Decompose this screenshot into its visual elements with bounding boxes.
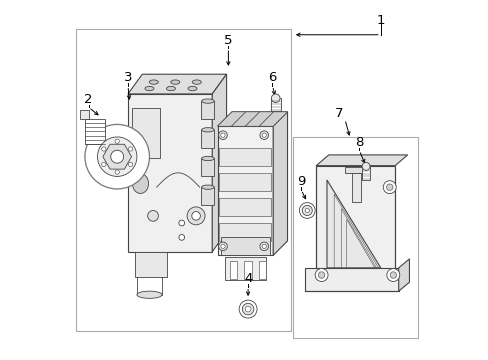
Bar [258,261,265,279]
Circle shape [102,147,106,151]
Bar [230,261,237,279]
Bar [219,148,271,166]
Circle shape [110,150,123,163]
Bar [201,130,214,148]
Polygon shape [231,112,259,126]
Bar [217,126,273,255]
Ellipse shape [201,99,214,103]
Ellipse shape [144,86,154,91]
Circle shape [128,162,132,167]
Circle shape [244,306,250,312]
Circle shape [386,269,399,282]
Circle shape [389,272,396,278]
Text: 8: 8 [354,136,363,149]
Circle shape [260,242,268,251]
Bar [244,261,251,279]
Ellipse shape [170,80,180,84]
Circle shape [187,207,204,225]
Ellipse shape [149,80,158,84]
Polygon shape [398,259,408,291]
Circle shape [221,244,224,248]
Polygon shape [326,180,380,268]
Text: 3: 3 [123,71,132,84]
Bar [270,98,280,111]
Circle shape [242,303,253,315]
Circle shape [383,181,395,194]
Ellipse shape [187,86,197,91]
Bar [76,30,290,330]
Text: 4: 4 [244,272,252,285]
Circle shape [262,133,266,137]
Bar [305,268,398,291]
Circle shape [299,203,314,219]
Bar [224,257,265,280]
Polygon shape [212,74,226,252]
Circle shape [179,234,184,240]
Circle shape [221,133,224,137]
Bar [351,173,360,202]
Ellipse shape [137,291,162,298]
Bar [128,94,212,252]
Text: 7: 7 [335,107,343,120]
Circle shape [302,206,312,216]
Circle shape [218,131,227,139]
Text: 6: 6 [268,71,276,84]
Circle shape [314,269,327,282]
Bar [292,137,418,338]
Circle shape [386,184,392,190]
Circle shape [85,125,149,189]
Polygon shape [259,112,287,126]
Polygon shape [217,112,287,126]
Ellipse shape [201,185,214,189]
Bar [221,237,269,255]
Circle shape [271,94,280,103]
Bar [85,119,104,144]
Text: 2: 2 [84,93,93,106]
Circle shape [191,212,200,220]
Circle shape [305,208,309,213]
Bar [219,198,271,216]
Circle shape [102,162,106,167]
Ellipse shape [192,80,201,84]
Polygon shape [102,144,131,169]
Ellipse shape [201,156,214,161]
Bar [219,173,271,191]
Circle shape [179,220,184,226]
Bar [201,158,214,176]
Circle shape [318,272,324,278]
Text: 1: 1 [376,14,384,27]
Polygon shape [128,74,226,94]
Circle shape [362,162,369,170]
Circle shape [147,211,158,221]
Polygon shape [273,112,287,255]
Bar [201,101,214,119]
Polygon shape [316,155,407,166]
Text: 5: 5 [224,33,232,47]
Bar [362,166,369,180]
Circle shape [262,244,266,248]
Bar [80,110,88,119]
Bar [201,187,214,205]
Bar [219,223,271,241]
Bar [316,166,394,280]
Bar [135,252,167,277]
Ellipse shape [132,174,148,193]
Circle shape [97,137,137,176]
Polygon shape [217,112,245,126]
Polygon shape [245,112,273,126]
Circle shape [115,139,119,143]
Circle shape [115,170,119,174]
Text: 9: 9 [296,175,305,188]
Bar [131,108,160,158]
Circle shape [260,131,268,139]
Ellipse shape [201,128,214,132]
Ellipse shape [166,86,175,91]
Bar [344,167,367,173]
Circle shape [218,242,227,251]
Circle shape [239,300,257,318]
Circle shape [128,147,132,151]
